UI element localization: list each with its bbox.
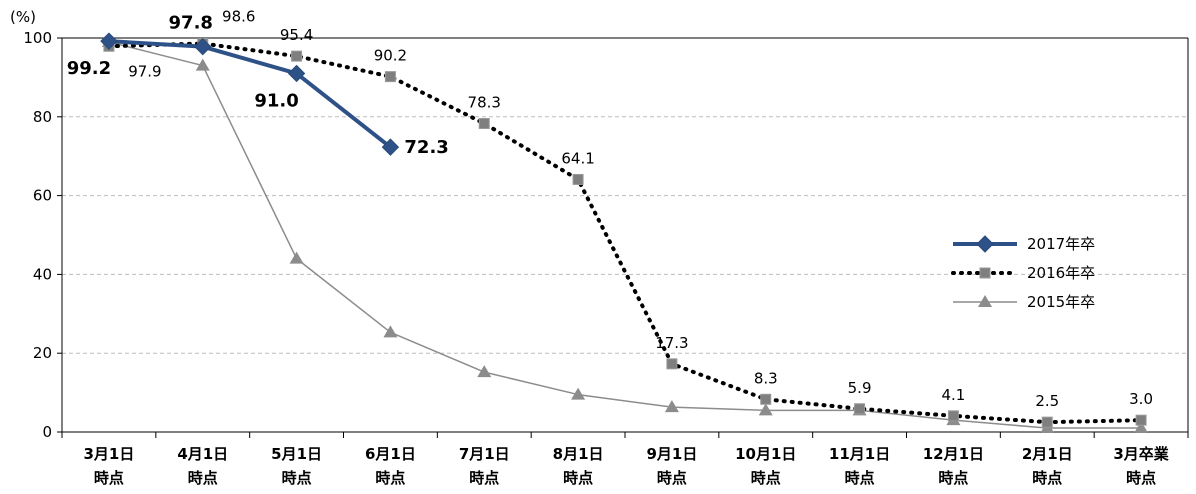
x-tick-labels: 3月1日時点 4月1日時点 5月1日時点 6月1日時点 7月1日時点 8月1日時点 9月1日… [83,445,1169,487]
series-line [106,41,1144,425]
x-tick-label: 11月1日時点 [829,445,890,487]
legend-label: 2017年卒 [1027,235,1095,253]
data-label-2017: 91.0 [254,90,298,111]
y-axis-unit: (%) [10,8,36,26]
legend-marker [978,295,992,307]
data-point [758,403,773,416]
y-tick-label: 0 [42,423,52,441]
legend-marker [976,235,994,253]
data-point [760,393,772,405]
gridlines [62,116,1188,354]
x-tick-label: 12月1日時点 [923,445,984,487]
data-label-2016: 98.6 [222,8,255,26]
data-point [384,71,396,83]
x-tick-label: 3月卒業時点 [1113,445,1169,487]
x-tick-label: 2月1日時点 [1022,445,1073,487]
data-point [572,173,584,185]
data-point [1135,414,1147,426]
x-tick-label: 7月1日時点 [459,445,510,487]
x-tick-label: 5月1日時点 [271,445,322,487]
legend-label: 2016年卒 [1027,264,1095,282]
data-label-2016: 95.4 [280,26,313,44]
series-2015年卒 [101,34,1149,434]
data-point [854,403,866,415]
data-label-2016: 8.3 [754,369,778,387]
data-labels: 97.9 98.6 95.4 90.2 78.3 64.1 17.3 8.3 5.9 4.1 2.5… [67,8,1153,411]
data-point [571,387,586,400]
data-point [1041,416,1053,428]
data-point [100,32,118,50]
data-label-2016: 2.5 [1035,392,1059,410]
y-tick-labels: 0 20 40 60 80 100 [23,29,52,441]
data-point [477,365,492,378]
data-point [947,410,959,422]
data-point [478,117,490,129]
data-point [381,138,400,156]
legend-item-2017年卒: 2017年卒 [953,235,1095,253]
data-label-2016: 78.3 [468,93,501,111]
data-point [194,37,212,56]
y-tick-label: 60 [33,187,52,205]
data-label-2016: 3.0 [1129,390,1153,408]
data-label-2017: 99.2 [67,58,111,79]
data-point [289,251,304,264]
data-point [664,400,679,413]
data-label-2016: 97.9 [128,62,161,80]
y-tick-label: 20 [33,344,52,362]
legend-item-2016年卒: 2016年卒 [951,264,1095,282]
legend-marker [979,267,991,279]
y-tick-label: 100 [23,29,52,47]
data-label-2016: 90.2 [374,47,407,65]
x-tick-label: 10月1日時点 [735,445,796,487]
x-tick-label: 6月1日時点 [365,445,416,487]
axes [57,37,1189,438]
data-label-2017: 97.8 [169,13,213,34]
series-line [108,41,1142,429]
y-tick-label: 80 [33,108,52,126]
series-line [108,39,392,149]
x-tick-label: 8月1日時点 [553,445,604,487]
data-label-2016: 17.3 [655,334,688,352]
data-point [1134,421,1149,434]
legend-item-2015年卒: 2015年卒 [953,293,1095,311]
data-label-2016: 64.1 [561,149,594,167]
legend: 2017年卒 2016年卒 2015年卒 [951,235,1095,311]
y-tick-label: 40 [33,265,52,283]
legend-label: 2015年卒 [1027,293,1095,311]
series-2017年卒 [100,32,400,156]
data-point [666,358,678,370]
data-label-2016: 4.1 [941,386,965,404]
data-label-2017: 72.3 [404,137,448,158]
data-label-2016: 5.9 [848,379,872,397]
series-layer [100,32,1149,434]
data-point [287,64,306,83]
data-point [383,325,398,338]
data-point [291,50,303,62]
x-tick-label: 4月1日時点 [177,445,228,487]
data-point [195,58,210,71]
x-tick-label: 9月1日時点 [646,445,697,487]
x-tick-label: 3月1日時点 [83,445,134,487]
